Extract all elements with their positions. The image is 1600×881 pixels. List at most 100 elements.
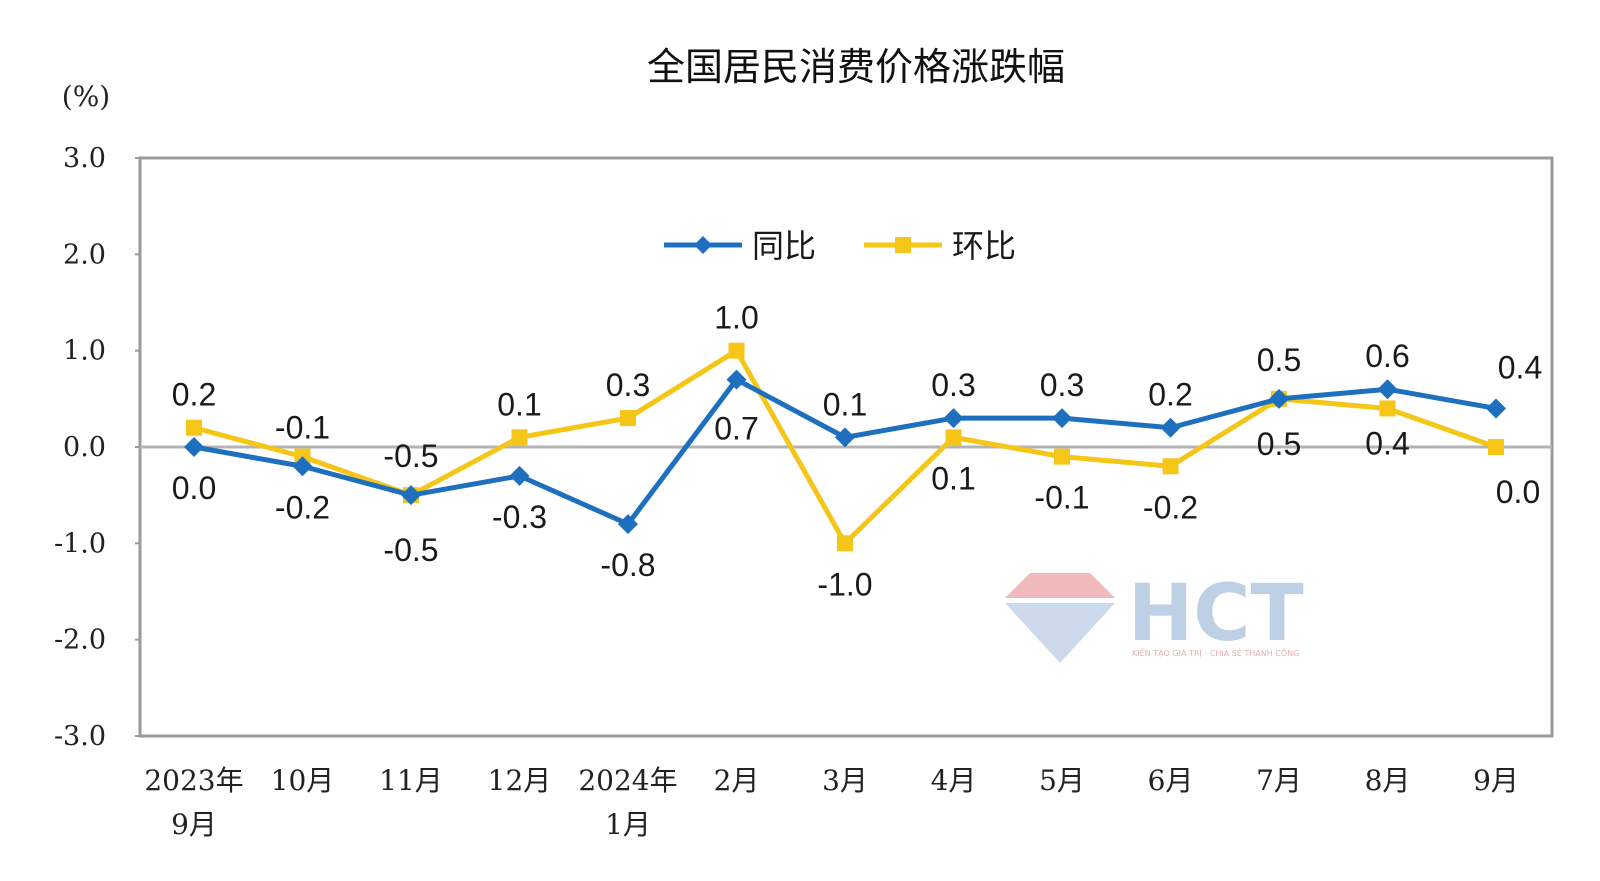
x-tick-label-line: 1月 [605, 808, 651, 841]
x-tick-label-line: 12月 [488, 764, 552, 797]
yoy-point-marker [835, 427, 855, 448]
yoy-point-marker [292, 456, 313, 477]
y-tick-label: -3.0 [54, 721, 106, 752]
x-tick-label: 11月 [379, 764, 443, 797]
x-tick-label: 2月 [714, 764, 760, 797]
y-tick-label: 2.0 [63, 239, 106, 270]
chart-title: 全国居民消费价格涨跌幅 [647, 45, 1065, 89]
x-tick-label-line: 4月 [931, 764, 977, 797]
series-layer [184, 342, 1506, 552]
yoy-data-label: 0.0 [172, 470, 216, 506]
legend-label: 环比 [952, 227, 1016, 265]
x-tick-label: 4月 [931, 764, 977, 797]
x-tick-label: 8月 [1365, 764, 1411, 797]
mom-data-label: 0.4 [1365, 425, 1409, 461]
x-tick-label-line: 8月 [1365, 764, 1411, 797]
yoy-data-label: 0.1 [823, 386, 867, 422]
mom-point-marker [620, 410, 636, 427]
x-tick-label-line: 7月 [1256, 764, 1302, 797]
x-tick-label-line: 6月 [1148, 764, 1194, 797]
yoy-data-label: -0.8 [600, 547, 655, 583]
x-tick-label: 3月 [822, 764, 868, 797]
mom-data-label: 0.2 [172, 377, 216, 413]
y-tick-label: 1.0 [63, 336, 106, 367]
mom-data-label: -0.1 [1034, 480, 1089, 516]
x-tick-label: 5月 [1039, 764, 1085, 797]
mom-data-label: 0.5 [1257, 342, 1301, 378]
y-tick-label: -2.0 [54, 625, 106, 656]
yoy-data-label: 0.3 [1040, 367, 1084, 403]
mom-data-label: -1.0 [817, 566, 872, 602]
yoy-point-marker [1269, 388, 1289, 409]
x-tick-label: 6月 [1148, 764, 1194, 797]
watermark-diamond-bottom-icon [1005, 603, 1115, 663]
mom-data-label: 0.1 [931, 460, 975, 496]
x-tick-label: 12月 [488, 764, 552, 797]
watermark-logo-text: HCT [1128, 569, 1304, 659]
yoy-point-marker [618, 514, 638, 535]
x-axis: 2023年 9月 10月 11月 12月 2024年 1月 2月 3月 4月 5月 6月 7月 8月 9月 [144, 764, 1519, 841]
y-axis-unit: (%) [62, 80, 110, 113]
x-tick-label-line: 2月 [714, 764, 760, 797]
x-tick-label: 9月 [1473, 764, 1519, 797]
yoy-point-marker [509, 465, 530, 486]
x-tick-label-line: 2024年 [578, 764, 677, 797]
yoy-point-marker [726, 369, 747, 390]
x-tick-label-line: 9月 [171, 808, 217, 841]
mom-data-label: 1.0 [714, 300, 758, 336]
yoy-data-label: -0.3 [492, 499, 547, 535]
x-tick-label-line: 11月 [379, 764, 443, 797]
y-axis: 3.0 2.0 1.0 0.0 -1.0 -2.0 -3.0 [54, 143, 140, 752]
mom-data-label: -0.1 [275, 410, 330, 446]
yoy-point-marker [1486, 398, 1506, 419]
legend-label: 同比 [752, 227, 816, 265]
mom-point-marker [1379, 400, 1396, 417]
mom-point-marker [1488, 439, 1504, 455]
yoy-data-label: 0.6 [1365, 338, 1409, 374]
x-tick-label-line: 3月 [822, 764, 868, 797]
yoy-data-label: -0.5 [383, 532, 438, 568]
mom-point-marker [837, 535, 853, 552]
x-tick-label: 7月 [1256, 764, 1302, 797]
yoy-point-marker [184, 437, 204, 457]
x-tick-label: 2024年 1月 [578, 764, 677, 841]
yoy-data-label: -0.2 [275, 489, 330, 525]
x-tick-label-line: 10月 [271, 764, 335, 797]
yoy-point-marker [943, 408, 964, 429]
hct-watermark: HCT KIẾN TẠO GIÁ TRỊ - CHIA SẺ THÀNH CÔN… [1005, 569, 1304, 663]
x-tick-label-line: 5月 [1039, 764, 1085, 797]
yoy-data-label: 0.4 [1498, 349, 1542, 385]
mom-data-label: 0.0 [1496, 474, 1540, 510]
x-tick-label-line: 9月 [1473, 764, 1519, 797]
yoy-point-marker [401, 485, 421, 506]
yoy-point-marker [1377, 379, 1398, 400]
yoy-data-label: 0.5 [1257, 426, 1301, 462]
x-tick-label: 10月 [271, 764, 335, 797]
mom-data-label: -0.2 [1143, 489, 1198, 525]
mom-point-marker [186, 419, 202, 436]
yoy-data-label: 0.2 [1148, 377, 1192, 413]
yoy-point-marker [1052, 408, 1072, 429]
mom-data-label: -0.5 [383, 438, 438, 474]
y-tick-label: -1.0 [54, 528, 106, 559]
legend-diamond-icon [694, 236, 712, 254]
watermark-diamond-top-icon [1005, 573, 1115, 598]
legend: 同比 环比 [664, 227, 1016, 265]
legend-square-icon [895, 237, 911, 253]
x-tick-label: 2023年 9月 [144, 764, 243, 841]
mom-point-marker [728, 342, 745, 359]
mom-point-marker [1162, 458, 1179, 475]
mom-data-label: 0.3 [606, 367, 650, 403]
mom-data-label: 0.1 [497, 386, 541, 422]
mom-point-marker [1054, 448, 1070, 465]
mom-point-marker [511, 429, 528, 446]
yoy-data-label: 0.7 [714, 411, 758, 447]
yoy-point-marker [1160, 417, 1181, 438]
data-labels: 0.0 0.2 -0.2 -0.1 -0.5 -0.5 -0.3 0.1 -0.8 0.3 0.7 1… [172, 300, 1542, 603]
y-tick-label: 3.0 [63, 143, 106, 174]
watermark-tagline: KIẾN TẠO GIÁ TRỊ - CHIA SẺ THÀNH CÔNG [1132, 647, 1299, 659]
x-tick-label-line: 2023年 [144, 764, 243, 797]
mom-point-marker [945, 429, 962, 446]
yoy-data-label: 0.3 [931, 367, 975, 403]
